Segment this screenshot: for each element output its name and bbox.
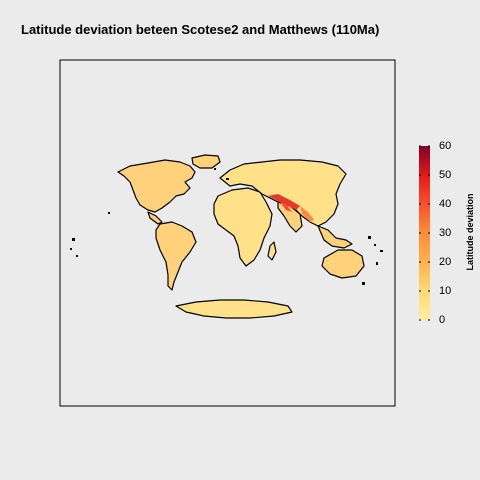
eurasia — [219, 159, 347, 227]
legend-tick-10: 10 — [439, 285, 452, 297]
legend-ticks — [419, 145, 430, 321]
legend-title: Latitude deviation — [465, 193, 475, 271]
legend-tick-60: 60 — [439, 140, 452, 152]
legend-tick-30: 30 — [439, 227, 452, 239]
north-america — [117, 159, 196, 213]
continents — [117, 154, 365, 319]
islands — [70, 168, 383, 285]
legend-tick-40: 40 — [439, 198, 452, 210]
australia — [321, 249, 365, 279]
madagascar — [267, 241, 277, 261]
high-deviation-zone — [268, 194, 314, 222]
legend-tick-50: 50 — [439, 169, 452, 181]
antarctica — [175, 299, 293, 319]
plot-title: Latitude deviation beteen Scotese2 and M… — [21, 22, 380, 37]
greenland — [191, 154, 221, 169]
legend-colorbar — [419, 146, 430, 320]
central-america — [147, 211, 163, 225]
legend-tick-20: 20 — [439, 256, 452, 268]
legend-tick-0: 0 — [439, 314, 446, 326]
southeast-asia — [317, 225, 353, 249]
south-america — [155, 221, 197, 291]
map-frame — [59, 59, 396, 407]
